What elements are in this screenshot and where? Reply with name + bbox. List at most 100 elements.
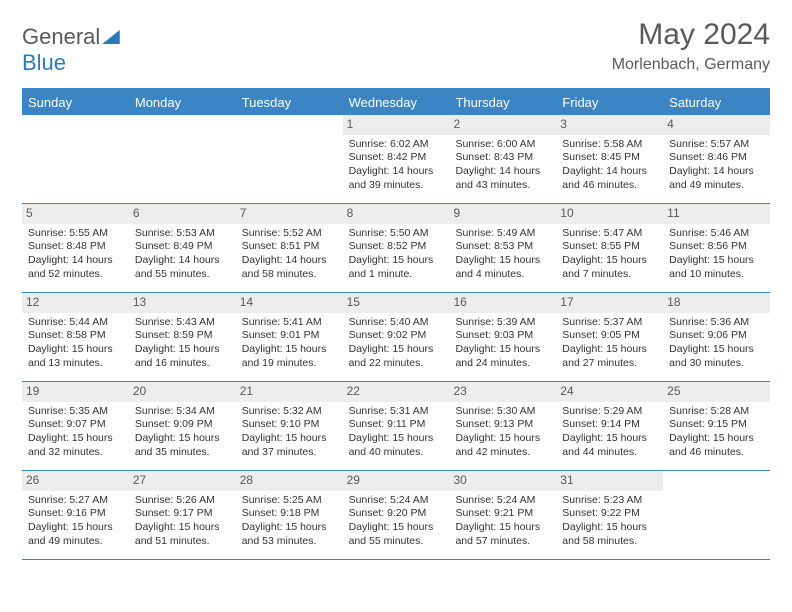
day-cell <box>663 471 770 559</box>
day-number: 17 <box>556 293 663 313</box>
daylight-text: Daylight: 15 hours and 7 minutes. <box>562 254 657 281</box>
day-header-friday: Friday <box>556 90 663 115</box>
sunrise-text: Sunrise: 5:53 AM <box>135 227 230 241</box>
day-info: Sunrise: 5:50 AMSunset: 8:52 PMDaylight:… <box>349 227 444 282</box>
sunrise-text: Sunrise: 5:41 AM <box>242 316 337 330</box>
daylight-text: Daylight: 14 hours and 39 minutes. <box>349 165 444 192</box>
day-cell: 15Sunrise: 5:40 AMSunset: 9:02 PMDayligh… <box>343 293 450 381</box>
day-info: Sunrise: 5:57 AMSunset: 8:46 PMDaylight:… <box>669 138 764 193</box>
day-number: 6 <box>129 204 236 224</box>
day-number: 30 <box>449 471 556 491</box>
day-cell: 24 Sunrise: 5:29 AMSunset: 9:14 PMDayligh… <box>556 382 663 470</box>
sunset-text: Sunset: 8:51 PM <box>242 240 337 254</box>
day-info: Sunrise: 5:30 AMSunset: 9:13 PMDaylight:… <box>455 405 550 460</box>
day-number: 26 <box>22 471 129 491</box>
daylight-text: Daylight: 15 hours and 44 minutes. <box>562 432 657 459</box>
daylight-text: Daylight: 15 hours and 53 minutes. <box>242 521 337 548</box>
sunset-text: Sunset: 9:16 PM <box>28 507 123 521</box>
sunrise-text: Sunrise: 5:39 AM <box>455 316 550 330</box>
day-number: 18 <box>663 293 770 313</box>
day-info: Sunrise: 5:37 AMSunset: 9:05 PMDaylight:… <box>562 316 657 371</box>
sunrise-text: Sunrise: 5:57 AM <box>669 138 764 152</box>
daylight-text: Daylight: 15 hours and 46 minutes. <box>669 432 764 459</box>
sunrise-text: Sunrise: 5:24 AM <box>349 494 444 508</box>
sunrise-text: Sunrise: 5:28 AM <box>669 405 764 419</box>
sunrise-text: Sunrise: 5:36 AM <box>669 316 764 330</box>
week-row: 1Sunrise: 6:02 AMSunset: 8:42 PMDaylight… <box>22 115 770 204</box>
day-cell: 26 Sunrise: 5:27 AMSunset: 9:16 PMDayligh… <box>22 471 129 559</box>
day-info: Sunrise: 5:44 AMSunset: 8:58 PMDaylight:… <box>28 316 123 371</box>
day-number: 22 <box>343 382 450 402</box>
sunset-text: Sunset: 8:52 PM <box>349 240 444 254</box>
daylight-text: Daylight: 15 hours and 58 minutes. <box>562 521 657 548</box>
day-info: Sunrise: 5:27 AMSunset: 9:16 PMDaylight:… <box>28 494 123 549</box>
day-number: 24 <box>556 382 663 402</box>
sunset-text: Sunset: 9:10 PM <box>242 418 337 432</box>
day-info: Sunrise: 5:31 AMSunset: 9:11 PMDaylight:… <box>349 405 444 460</box>
sunrise-text: Sunrise: 5:50 AM <box>349 227 444 241</box>
day-cell <box>236 115 343 203</box>
daylight-text: Daylight: 15 hours and 49 minutes. <box>28 521 123 548</box>
sunset-text: Sunset: 9:09 PM <box>135 418 230 432</box>
daylight-text: Daylight: 15 hours and 51 minutes. <box>135 521 230 548</box>
sunset-text: Sunset: 8:56 PM <box>669 240 764 254</box>
day-number: 25 <box>663 382 770 402</box>
day-info: Sunrise: 5:34 AMSunset: 9:09 PMDaylight:… <box>135 405 230 460</box>
day-cell: 13Sunrise: 5:43 AMSunset: 8:59 PMDayligh… <box>129 293 236 381</box>
day-number: 3 <box>556 115 663 135</box>
daylight-text: Daylight: 15 hours and 42 minutes. <box>455 432 550 459</box>
sunrise-text: Sunrise: 5:25 AM <box>242 494 337 508</box>
sunset-text: Sunset: 9:20 PM <box>349 507 444 521</box>
day-info: Sunrise: 5:24 AMSunset: 9:21 PMDaylight:… <box>455 494 550 549</box>
day-info: Sunrise: 5:23 AMSunset: 9:22 PMDaylight:… <box>562 494 657 549</box>
day-cell: 11 Sunrise: 5:46 AMSunset: 8:56 PMDayligh… <box>663 204 770 292</box>
day-cell: 1Sunrise: 6:02 AMSunset: 8:42 PMDaylight… <box>343 115 450 203</box>
sunset-text: Sunset: 8:42 PM <box>349 151 444 165</box>
sunset-text: Sunset: 8:58 PM <box>28 329 123 343</box>
sunset-text: Sunset: 9:07 PM <box>28 418 123 432</box>
day-cell: 4Sunrise: 5:57 AMSunset: 8:46 PMDaylight… <box>663 115 770 203</box>
daylight-text: Daylight: 15 hours and 37 minutes. <box>242 432 337 459</box>
logo-triangle-icon <box>102 30 120 49</box>
day-cell: 16Sunrise: 5:39 AMSunset: 9:03 PMDayligh… <box>449 293 556 381</box>
day-cell: 12Sunrise: 5:44 AMSunset: 8:58 PMDayligh… <box>22 293 129 381</box>
sunrise-text: Sunrise: 6:02 AM <box>349 138 444 152</box>
page-header: GeneralBlue May 2024 Morlenbach, Germany <box>22 18 770 76</box>
week-row: 19Sunrise: 5:35 AMSunset: 9:07 PMDayligh… <box>22 382 770 471</box>
daylight-text: Daylight: 15 hours and 22 minutes. <box>349 343 444 370</box>
daylight-text: Daylight: 15 hours and 30 minutes. <box>669 343 764 370</box>
sunrise-text: Sunrise: 5:46 AM <box>669 227 764 241</box>
sunrise-text: Sunrise: 5:44 AM <box>28 316 123 330</box>
daylight-text: Daylight: 15 hours and 10 minutes. <box>669 254 764 281</box>
title-month: May 2024 <box>612 18 770 52</box>
sunrise-text: Sunrise: 5:32 AM <box>242 405 337 419</box>
day-info: Sunrise: 6:02 AMSunset: 8:42 PMDaylight:… <box>349 138 444 193</box>
day-info: Sunrise: 5:52 AMSunset: 8:51 PMDaylight:… <box>242 227 337 282</box>
day-cell: 19Sunrise: 5:35 AMSunset: 9:07 PMDayligh… <box>22 382 129 470</box>
day-info: Sunrise: 5:25 AMSunset: 9:18 PMDaylight:… <box>242 494 337 549</box>
calendar: SundayMondayTuesdayWednesdayThursdayFrid… <box>22 88 770 560</box>
sunrise-text: Sunrise: 5:35 AM <box>28 405 123 419</box>
day-number: 9 <box>449 204 556 224</box>
sunrise-text: Sunrise: 5:52 AM <box>242 227 337 241</box>
sunset-text: Sunset: 8:53 PM <box>455 240 550 254</box>
sunset-text: Sunset: 8:49 PM <box>135 240 230 254</box>
sunrise-text: Sunrise: 5:40 AM <box>349 316 444 330</box>
sunset-text: Sunset: 8:59 PM <box>135 329 230 343</box>
day-cell: 29Sunrise: 5:24 AMSunset: 9:20 PMDayligh… <box>343 471 450 559</box>
sunset-text: Sunset: 9:02 PM <box>349 329 444 343</box>
sunrise-text: Sunrise: 5:43 AM <box>135 316 230 330</box>
day-cell: 17 Sunrise: 5:37 AMSunset: 9:05 PMDayligh… <box>556 293 663 381</box>
day-info: Sunrise: 5:53 AMSunset: 8:49 PMDaylight:… <box>135 227 230 282</box>
sunrise-text: Sunrise: 5:58 AM <box>562 138 657 152</box>
day-cell: 5Sunrise: 5:55 AMSunset: 8:48 PMDaylight… <box>22 204 129 292</box>
day-header-tuesday: Tuesday <box>236 90 343 115</box>
day-info: Sunrise: 5:29 AMSunset: 9:14 PMDaylight:… <box>562 405 657 460</box>
day-number: 11 <box>663 204 770 224</box>
day-number: 21 <box>236 382 343 402</box>
logo: GeneralBlue <box>22 24 120 76</box>
daylight-text: Daylight: 15 hours and 57 minutes. <box>455 521 550 548</box>
sunrise-text: Sunrise: 6:00 AM <box>455 138 550 152</box>
day-cell: 20Sunrise: 5:34 AMSunset: 9:09 PMDayligh… <box>129 382 236 470</box>
day-cell: 14Sunrise: 5:41 AMSunset: 9:01 PMDayligh… <box>236 293 343 381</box>
